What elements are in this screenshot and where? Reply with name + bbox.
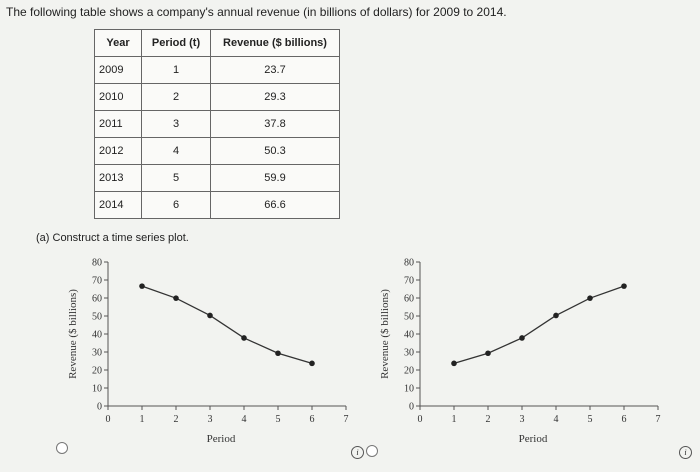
data-point <box>587 295 593 301</box>
data-point <box>451 360 457 367</box>
table-row: 2009 1 23.7 <box>94 56 340 84</box>
y-tick-label: 40 <box>92 330 102 341</box>
cell-year: 2010 <box>94 83 142 111</box>
table-header-row: Year Period (t) Revenue ($ billions) <box>94 29 340 57</box>
y-tick-label: 80 <box>404 258 414 269</box>
data-point <box>553 312 559 319</box>
x-tick-label: 7 <box>344 414 349 425</box>
data-point <box>275 350 281 357</box>
x-tick-label: 4 <box>242 414 247 425</box>
cell-period: 3 <box>141 110 211 138</box>
header-period: Period (t) <box>141 29 211 57</box>
cell-year: 2012 <box>94 137 142 165</box>
series-line <box>453 285 625 364</box>
data-point <box>519 335 525 341</box>
x-tick-label: 6 <box>622 414 627 425</box>
series-line <box>141 285 313 364</box>
cell-revenue: 29.3 <box>210 83 340 111</box>
cell-period: 4 <box>141 137 211 165</box>
y-tick-label: 30 <box>404 348 414 359</box>
y-tick-label: 40 <box>404 330 414 341</box>
x-axis-label: Period <box>519 433 548 445</box>
cell-period: 1 <box>141 56 211 84</box>
y-axis-label: Revenue ($ billions) <box>67 289 79 379</box>
x-tick-label: 7 <box>656 414 661 425</box>
info-icon[interactable]: i <box>351 446 364 459</box>
x-tick-label: 1 <box>452 414 457 425</box>
y-tick-label: 20 <box>404 366 414 377</box>
x-tick-label: 4 <box>554 414 559 425</box>
header-year: Year <box>94 29 142 57</box>
x-tick-label: 3 <box>520 414 525 425</box>
data-point <box>207 312 213 319</box>
y-tick-label: 60 <box>404 294 414 305</box>
table-row: 2014 6 66.6 <box>94 191 340 219</box>
revenue-table: Year Period (t) Revenue ($ billions) 200… <box>94 29 340 219</box>
y-tick-label: 10 <box>404 384 414 395</box>
y-tick-label: 70 <box>404 276 414 287</box>
cell-year: 2009 <box>94 56 142 84</box>
table-row: 2010 2 29.3 <box>94 83 340 111</box>
cell-year: 2014 <box>94 191 142 219</box>
y-tick-label: 10 <box>92 384 102 395</box>
x-tick-label: 2 <box>174 414 179 425</box>
cell-period: 2 <box>141 83 211 111</box>
data-point <box>621 283 627 289</box>
y-axis-label: Revenue ($ billions) <box>379 289 391 379</box>
cell-revenue: 37.8 <box>210 110 340 138</box>
part-a-instruction: (a) Construct a time series plot. <box>36 232 189 244</box>
data-point <box>309 360 315 367</box>
cell-year: 2013 <box>94 164 142 192</box>
option-1-radio[interactable] <box>56 442 68 454</box>
y-tick-label: 20 <box>92 366 102 377</box>
x-tick-label: 3 <box>208 414 213 425</box>
x-tick-label: 0 <box>418 414 423 425</box>
y-tick-label: 80 <box>92 258 102 269</box>
table-row: 2011 3 37.8 <box>94 110 340 138</box>
cell-period: 5 <box>141 164 211 192</box>
cell-revenue: 66.6 <box>210 191 340 219</box>
cell-revenue: 23.7 <box>210 56 340 84</box>
data-point <box>173 295 179 301</box>
cell-period: 6 <box>141 191 211 219</box>
cell-year: 2011 <box>94 110 142 138</box>
y-tick-label: 50 <box>404 312 414 323</box>
x-tick-label: 5 <box>276 414 281 425</box>
data-point <box>139 283 145 289</box>
table-row: 2012 4 50.3 <box>94 137 340 165</box>
y-tick-label: 30 <box>92 348 102 359</box>
info-icon[interactable]: i <box>679 446 692 459</box>
y-tick-label: 0 <box>97 402 102 413</box>
data-point <box>241 335 247 341</box>
data-point <box>485 350 491 357</box>
x-tick-label: 0 <box>106 414 111 425</box>
table-row: 2013 5 59.9 <box>94 164 340 192</box>
header-revenue: Revenue ($ billions) <box>210 29 340 57</box>
x-axis-label: Period <box>207 433 236 445</box>
x-tick-label: 2 <box>486 414 491 425</box>
y-tick-label: 70 <box>92 276 102 287</box>
x-tick-label: 1 <box>140 414 145 425</box>
y-tick-label: 0 <box>409 402 414 413</box>
x-tick-label: 6 <box>310 414 315 425</box>
question-prompt: The following table shows a company's an… <box>6 5 507 19</box>
time-series-plot-option-2: 0 10 20 30 40 50 60 70 80 0 1 2 3 4 5 6 7 Period Revenue (… <box>379 258 661 446</box>
option-2-radio[interactable] <box>366 445 378 457</box>
cell-revenue: 59.9 <box>210 164 340 192</box>
x-tick-label: 5 <box>588 414 593 425</box>
time-series-plot-option-1: 0 10 20 30 40 50 60 70 80 0 1 2 3 4 5 6 7 Period Revenue (… <box>67 258 349 446</box>
y-tick-label: 50 <box>92 312 102 323</box>
cell-revenue: 50.3 <box>210 137 340 165</box>
y-tick-label: 60 <box>92 294 102 305</box>
